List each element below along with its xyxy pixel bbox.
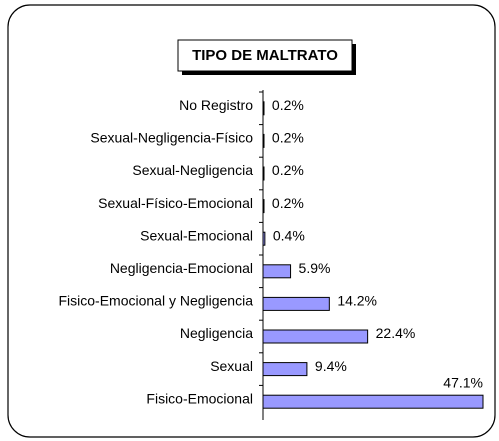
value-label: 14.2% <box>337 293 377 309</box>
bar <box>262 296 330 311</box>
bar <box>262 101 265 116</box>
value-label: 22.4% <box>376 325 416 341</box>
value-label: 5.9% <box>299 260 331 276</box>
y-tick-label: Sexual-Negligencia-Físico <box>90 130 253 146</box>
bar <box>262 231 266 246</box>
title-box <box>177 39 353 72</box>
value-label: 0.2% <box>272 195 304 211</box>
y-tick-label: Negligencia-Emocional <box>110 260 253 276</box>
bar <box>262 133 265 148</box>
y-tick-label: Sexual-Físico-Emocional <box>98 195 253 211</box>
bar <box>262 362 308 377</box>
y-tick-label: Fisico-Emocional y Negligencia <box>58 293 253 309</box>
value-label: 0.4% <box>273 227 305 243</box>
value-label: 47.1% <box>443 374 483 390</box>
bar <box>262 199 265 214</box>
y-tick-label: Sexual-Emocional <box>140 227 253 243</box>
value-label: 0.2% <box>272 130 304 146</box>
value-label: 0.2% <box>272 97 304 113</box>
bar <box>262 264 292 279</box>
y-tick-label: Sexual <box>210 358 253 374</box>
bar <box>262 329 369 344</box>
value-label: 9.4% <box>315 358 347 374</box>
bar <box>262 166 265 181</box>
value-label: 0.2% <box>272 162 304 178</box>
y-tick-label: Fisico-Emocional <box>146 390 253 406</box>
chart-frame <box>7 4 496 438</box>
chart-title: TIPO DE MALTRATO <box>192 47 338 64</box>
y-tick-label: No Registro <box>179 97 253 113</box>
y-tick-label: Sexual-Negligencia <box>132 162 253 178</box>
y-tick-label: Negligencia <box>180 325 253 341</box>
bar <box>262 394 484 409</box>
